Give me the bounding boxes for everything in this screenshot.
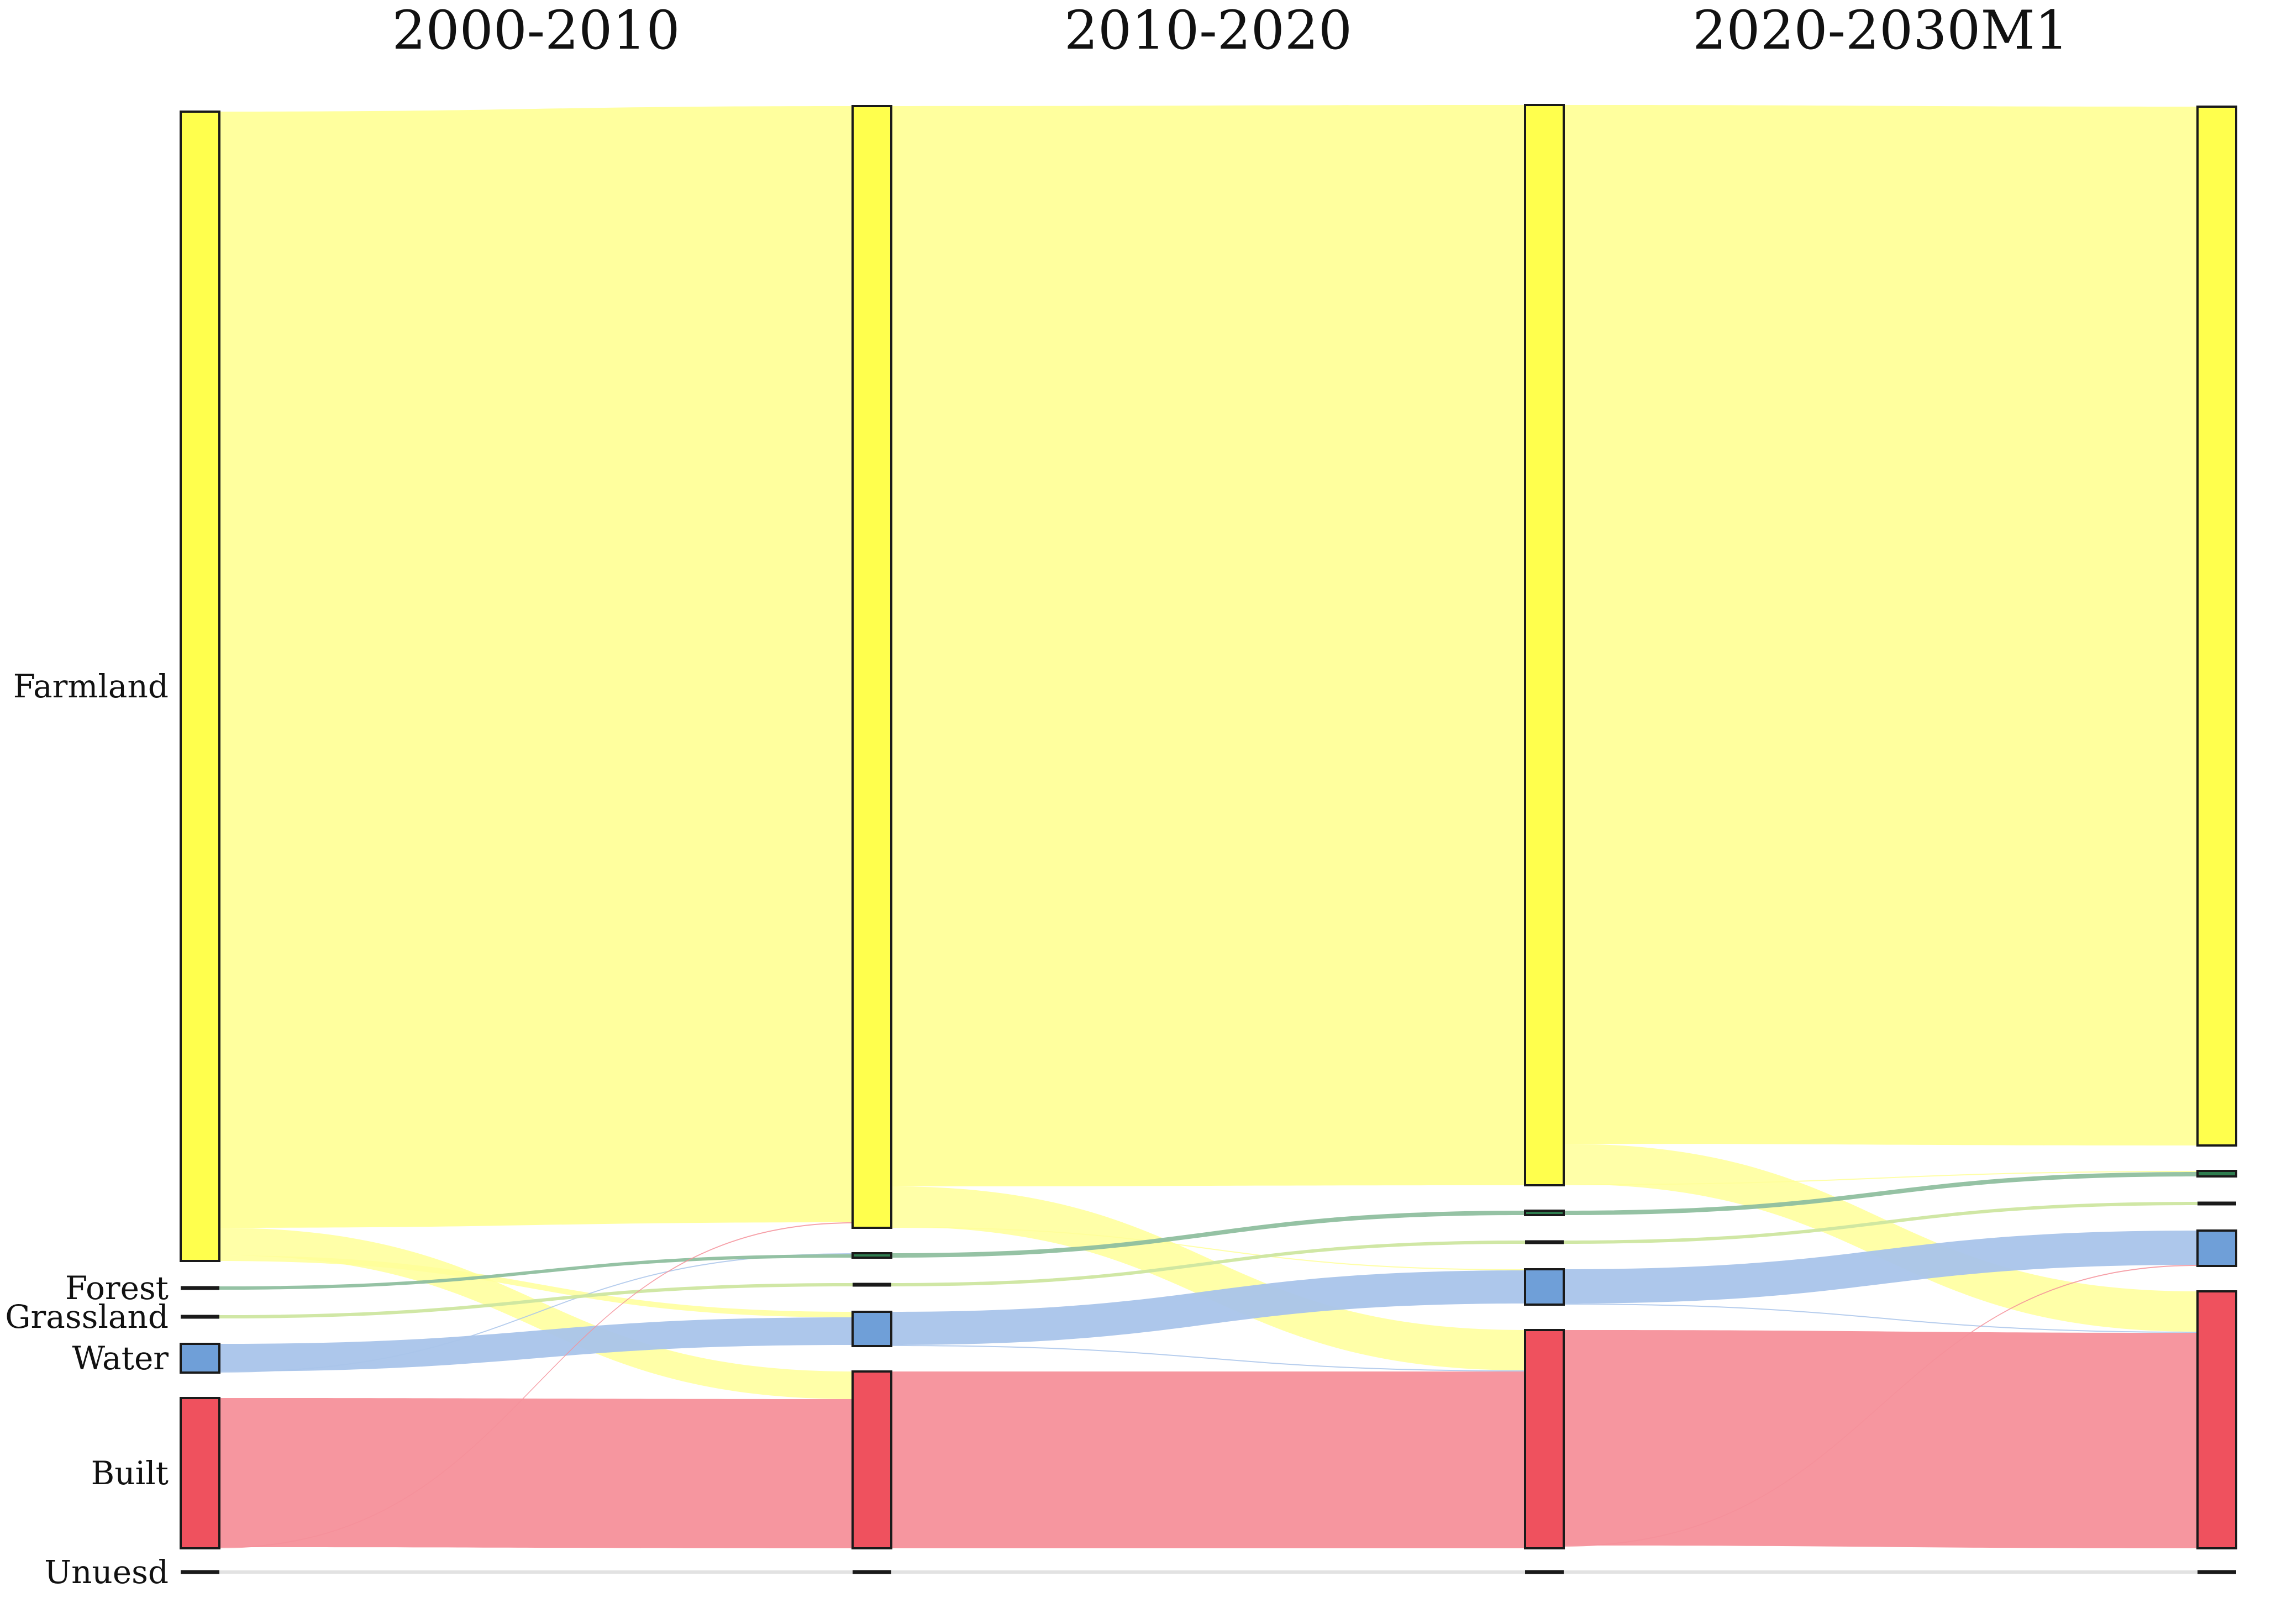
node-1-forest [851, 1252, 892, 1259]
category-label-grassland: Grassland [5, 1298, 169, 1336]
stock-nodes [180, 104, 2237, 1574]
category-label-forest: Forest [65, 1269, 169, 1307]
node-2-built [1524, 1329, 1565, 1549]
node-3-built [2196, 1290, 2237, 1549]
flow-2000-2010-farmland-to-farmland [219, 106, 853, 1228]
node-3-farmland [2196, 106, 2237, 1147]
flow-links [219, 105, 2198, 1574]
flow-2010-2020-farmland-to-built [891, 1186, 1525, 1370]
node-1-farmland [851, 105, 892, 1229]
flow-2010-2020-forest-to-forest [891, 1211, 1525, 1258]
flow-2000-2010-grassland-to-grassland [219, 1283, 853, 1318]
flow-2020-2030m1-built-to-water [1564, 1265, 2198, 1547]
flow-2010-2020-unuesd-to-unuesd [891, 1570, 1525, 1574]
node-3-forest [2196, 1170, 2237, 1178]
flow-2010-2020-water-to-water [891, 1270, 1525, 1345]
node-2-farmland [1524, 104, 1565, 1186]
flow-2000-2010-farmland-to-water [219, 1255, 853, 1317]
flow-2020-2030m1-forest-to-forest [1564, 1172, 2198, 1215]
flow-2020-2030m1-built-to-built [1564, 1330, 2198, 1548]
flow-2010-2020-farmland-to-farmland [891, 105, 1525, 1186]
flow-2020-2030m1-water-to-built [1564, 1304, 2198, 1333]
flow-2020-2030m1-farmland-to-forest [1564, 1171, 2198, 1185]
category-label-unuesd: Unuesd [44, 1553, 169, 1591]
flow-2010-2020-water-to-built [891, 1345, 1525, 1371]
period-title-2000-2010: 2000-2010 [392, 0, 680, 61]
node-1-built [851, 1370, 892, 1549]
period-title-2010-2020: 2010-2020 [1064, 0, 1352, 61]
node-3-water [2196, 1229, 2237, 1267]
node-0-farmland [180, 111, 220, 1262]
period-titles: 2000-2010 2010-2020 2020-2030M1 [392, 0, 2068, 61]
node-1-water [851, 1311, 892, 1347]
flow-2010-2020-farmland-to-water [891, 1227, 1525, 1270]
flow-2000-2010-forest-to-forest [219, 1254, 853, 1290]
flow-2010-2020-grassland-to-grassland [891, 1241, 1525, 1286]
flow-2000-2010-built-to-farmland [219, 1222, 853, 1548]
flow-2000-2010-unuesd-to-unuesd [219, 1570, 853, 1574]
flow-2020-2030m1-farmland-to-farmland [1564, 105, 2198, 1145]
category-label-built: Built [91, 1454, 169, 1492]
flow-2000-2010-water-to-water [219, 1317, 853, 1371]
flow-2010-2020-built-to-built [891, 1371, 1525, 1548]
flow-2020-2030m1-unuesd-to-unuesd [1564, 1570, 2198, 1574]
node-2-forest [1524, 1210, 1565, 1216]
flow-2020-2030m1-water-to-water [1564, 1231, 2198, 1304]
flow-2000-2010-water-to-forest [219, 1253, 853, 1373]
node-0-water [180, 1343, 220, 1374]
flow-2000-2010-built-to-built [219, 1398, 853, 1548]
node-2-water [1524, 1268, 1565, 1306]
category-label-farmland: Farmland [13, 668, 169, 705]
flow-2020-2030m1-grassland-to-grassland [1564, 1202, 2198, 1244]
node-0-built [180, 1397, 220, 1549]
flow-2020-2030m1-farmland-to-built [1564, 1144, 2198, 1332]
category-label-water: Water [72, 1339, 169, 1377]
period-title-2020-2030m1: 2020-2030M1 [1692, 0, 2068, 61]
